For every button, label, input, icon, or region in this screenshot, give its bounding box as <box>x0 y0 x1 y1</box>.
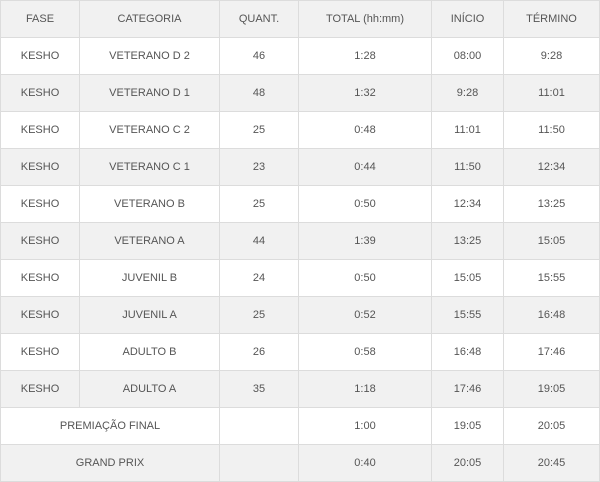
table-row-premiacao: PREMIAÇÃO FINAL 1:00 19:05 20:05 <box>0 407 600 445</box>
table-row: KESHO JUVENIL B 24 0:50 15:05 15:55 <box>0 259 600 297</box>
cell-total: 1:32 <box>298 74 432 112</box>
cell-termino: 15:05 <box>503 222 600 260</box>
cell-quant: 25 <box>219 185 299 223</box>
cell-inicio: 9:28 <box>431 74 504 112</box>
cell-fase: KESHO <box>0 111 80 149</box>
cell-termino: 13:25 <box>503 185 600 223</box>
cell-inicio: 12:34 <box>431 185 504 223</box>
cell-total: 0:40 <box>298 444 432 482</box>
cell-termino: 20:45 <box>503 444 600 482</box>
cell-categoria: VETERANO C 2 <box>79 111 220 149</box>
cell-inicio: 08:00 <box>431 37 504 75</box>
cell-termino: 17:46 <box>503 333 600 371</box>
cell-termino: 11:50 <box>503 111 600 149</box>
cell-fase: KESHO <box>0 37 80 75</box>
cell-inicio: 19:05 <box>431 407 504 445</box>
header-quant: QUANT. <box>219 0 299 38</box>
cell-inicio: 20:05 <box>431 444 504 482</box>
cell-quant: 25 <box>219 111 299 149</box>
cell-termino: 11:01 <box>503 74 600 112</box>
cell-quant <box>219 407 299 445</box>
table-body: KESHO VETERANO D 2 46 1:28 08:00 9:28 KE… <box>0 37 600 482</box>
cell-termino: 9:28 <box>503 37 600 75</box>
table-row: KESHO VETERANO D 2 46 1:28 08:00 9:28 <box>0 37 600 75</box>
cell-fase: KESHO <box>0 185 80 223</box>
cell-total: 0:44 <box>298 148 432 186</box>
cell-total: 1:39 <box>298 222 432 260</box>
header-row: FASE CATEGORIA QUANT. TOTAL (hh:mm) INÍC… <box>0 0 600 38</box>
cell-quant: 24 <box>219 259 299 297</box>
cell-fase: KESHO <box>0 259 80 297</box>
table-row: KESHO VETERANO C 1 23 0:44 11:50 12:34 <box>0 148 600 186</box>
cell-total: 1:28 <box>298 37 432 75</box>
cell-label: GRAND PRIX <box>0 444 220 482</box>
cell-inicio: 11:01 <box>431 111 504 149</box>
cell-total: 0:50 <box>298 259 432 297</box>
table-row: KESHO JUVENIL A 25 0:52 15:55 16:48 <box>0 296 600 334</box>
cell-categoria: VETERANO D 2 <box>79 37 220 75</box>
cell-termino: 15:55 <box>503 259 600 297</box>
cell-fase: KESHO <box>0 222 80 260</box>
cell-termino: 19:05 <box>503 370 600 408</box>
header-termino: TÉRMINO <box>503 0 600 38</box>
cell-quant: 23 <box>219 148 299 186</box>
cell-quant: 35 <box>219 370 299 408</box>
cell-total: 1:00 <box>298 407 432 445</box>
cell-inicio: 13:25 <box>431 222 504 260</box>
table-row: KESHO VETERANO A 44 1:39 13:25 15:05 <box>0 222 600 260</box>
table-row: KESHO ADULTO A 35 1:18 17:46 19:05 <box>0 370 600 408</box>
cell-quant: 25 <box>219 296 299 334</box>
header-inicio: INÍCIO <box>431 0 504 38</box>
cell-total: 1:18 <box>298 370 432 408</box>
cell-categoria: VETERANO A <box>79 222 220 260</box>
cell-quant: 26 <box>219 333 299 371</box>
cell-label: PREMIAÇÃO FINAL <box>0 407 220 445</box>
cell-total: 0:52 <box>298 296 432 334</box>
header-categoria: CATEGORIA <box>79 0 220 38</box>
cell-quant: 48 <box>219 74 299 112</box>
cell-termino: 12:34 <box>503 148 600 186</box>
cell-inicio: 16:48 <box>431 333 504 371</box>
cell-fase: KESHO <box>0 74 80 112</box>
table-row: KESHO ADULTO B 26 0:58 16:48 17:46 <box>0 333 600 371</box>
cell-quant: 44 <box>219 222 299 260</box>
cell-inicio: 11:50 <box>431 148 504 186</box>
cell-categoria: JUVENIL B <box>79 259 220 297</box>
cell-categoria: VETERANO D 1 <box>79 74 220 112</box>
cell-categoria: ADULTO A <box>79 370 220 408</box>
cell-termino: 16:48 <box>503 296 600 334</box>
cell-categoria: JUVENIL A <box>79 296 220 334</box>
table-row-grand-prix: GRAND PRIX 0:40 20:05 20:45 <box>0 444 600 482</box>
table-row: KESHO VETERANO D 1 48 1:32 9:28 11:01 <box>0 74 600 112</box>
table-row: KESHO VETERANO C 2 25 0:48 11:01 11:50 <box>0 111 600 149</box>
cell-total: 0:50 <box>298 185 432 223</box>
cell-fase: KESHO <box>0 370 80 408</box>
cell-quant: 46 <box>219 37 299 75</box>
cell-fase: KESHO <box>0 333 80 371</box>
cell-termino: 20:05 <box>503 407 600 445</box>
table-header: FASE CATEGORIA QUANT. TOTAL (hh:mm) INÍC… <box>0 0 600 38</box>
header-total: TOTAL (hh:mm) <box>298 0 432 38</box>
cell-inicio: 17:46 <box>431 370 504 408</box>
cell-inicio: 15:05 <box>431 259 504 297</box>
cell-categoria: VETERANO B <box>79 185 220 223</box>
cell-inicio: 15:55 <box>431 296 504 334</box>
cell-fase: KESHO <box>0 296 80 334</box>
cell-categoria: ADULTO B <box>79 333 220 371</box>
header-fase: FASE <box>0 0 80 38</box>
cell-quant <box>219 444 299 482</box>
cell-total: 0:58 <box>298 333 432 371</box>
cell-categoria: VETERANO C 1 <box>79 148 220 186</box>
cell-fase: KESHO <box>0 148 80 186</box>
cell-total: 0:48 <box>298 111 432 149</box>
table-row: KESHO VETERANO B 25 0:50 12:34 13:25 <box>0 185 600 223</box>
